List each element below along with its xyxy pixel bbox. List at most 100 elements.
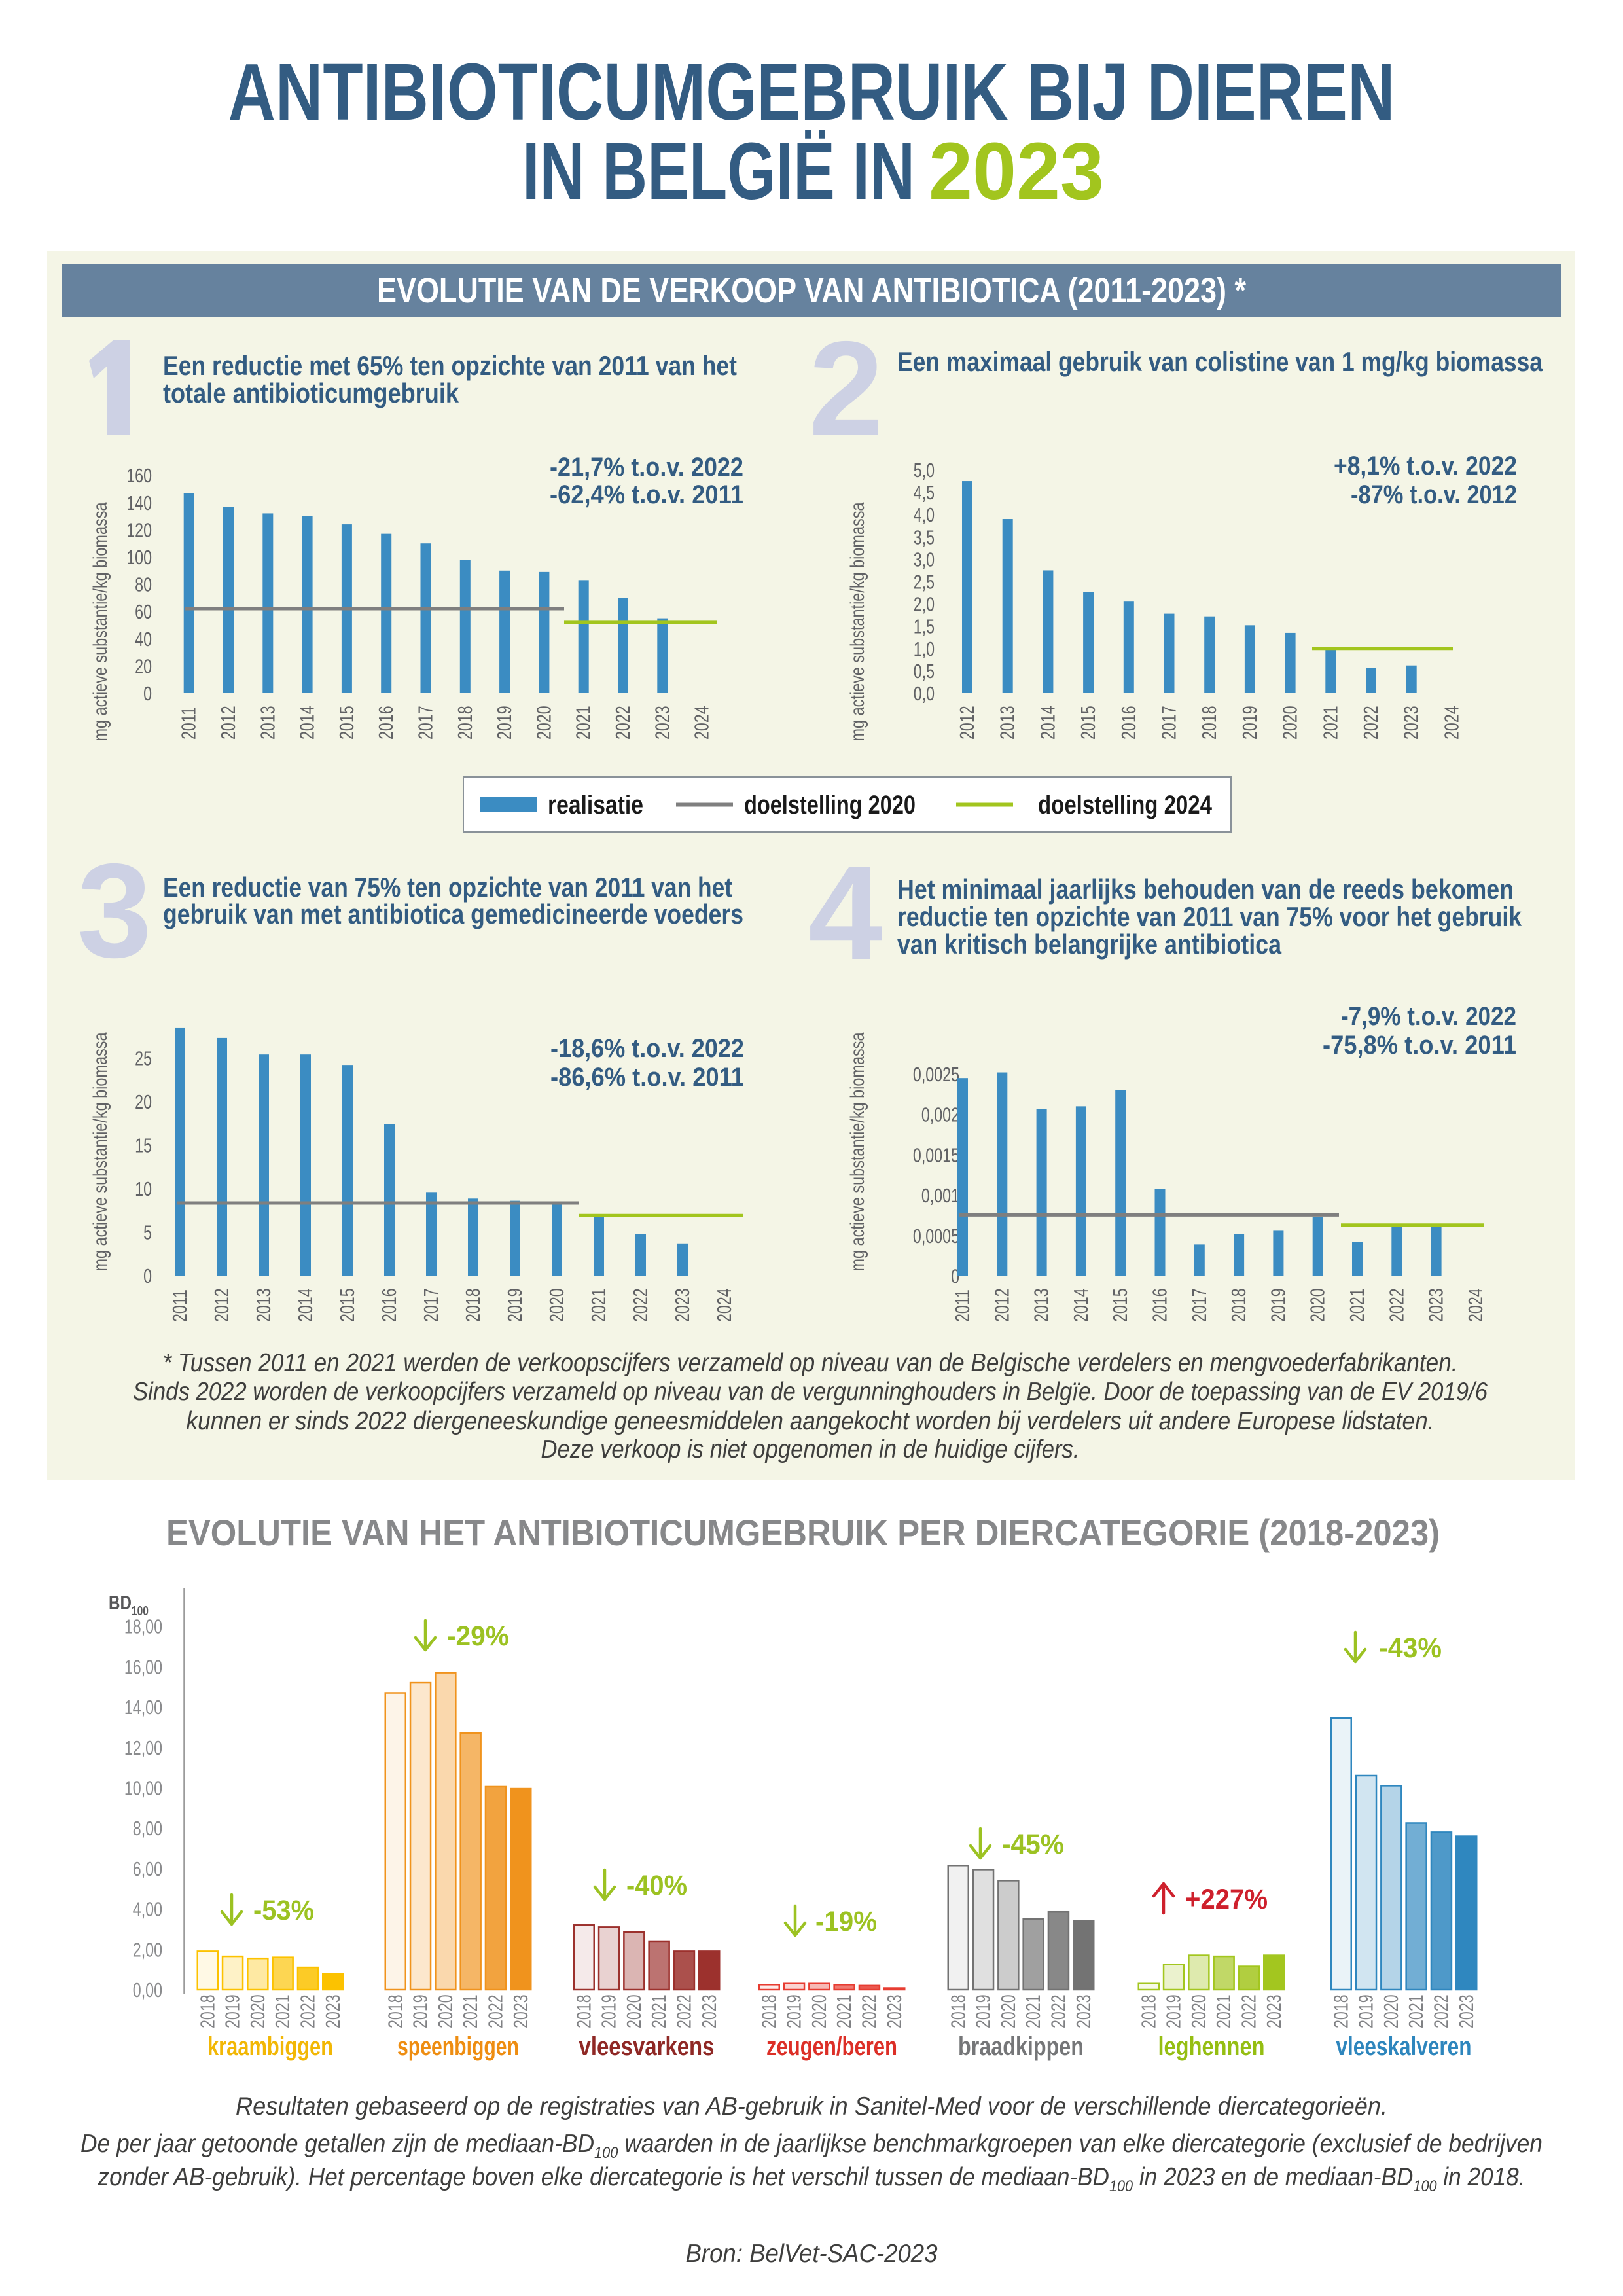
svg-text:2022: 2022: [611, 706, 634, 740]
svg-text:2019: 2019: [1238, 706, 1261, 740]
svg-text:2015: 2015: [1109, 1288, 1132, 1322]
svg-text:2021: 2021: [1404, 1994, 1427, 2028]
svg-text:0,0: 0,0: [914, 682, 935, 705]
svg-text:+8,1% t.o.v. 2022: +8,1% t.o.v. 2022: [1334, 452, 1517, 480]
svg-text:18,00: 18,00: [124, 1615, 162, 1638]
svg-text:2017: 2017: [1157, 706, 1180, 740]
svg-text:2019: 2019: [221, 1994, 243, 2028]
svg-text:100: 100: [126, 546, 152, 569]
svg-text:2021: 2021: [1319, 706, 1342, 740]
svg-text:Resultaten gebaseerd op de reg: Resultaten gebaseerd op de registraties …: [236, 2092, 1387, 2121]
svg-text:3: 3: [77, 836, 152, 986]
svg-text:* Tussen 2011 en 2021 werden d: * Tussen 2011 en 2021 werden de verkoops…: [163, 1349, 1458, 1377]
svg-text:2022: 2022: [629, 1288, 652, 1322]
svg-text:zonder AB-gebruik). Het percen: zonder AB-gebruik). Het percentage boven…: [98, 2163, 1525, 2195]
svg-text:Het minimaal jaarlijks behoude: Het minimaal jaarlijks behouden van de r…: [897, 874, 1514, 905]
svg-text:2014: 2014: [1069, 1288, 1092, 1322]
svg-text:40: 40: [135, 628, 152, 651]
svg-text:2015: 2015: [335, 706, 358, 740]
svg-text:2020: 2020: [622, 1994, 645, 2028]
svg-text:2022: 2022: [1359, 706, 1382, 740]
svg-text:2018: 2018: [454, 706, 476, 740]
svg-text:16,00: 16,00: [124, 1655, 162, 1678]
svg-text:3,5: 3,5: [914, 526, 935, 548]
svg-text:vleeskalveren: vleeskalveren: [1336, 2032, 1472, 2061]
svg-text:mg actieve substantie/kg bioma: mg actieve substantie/kg biomassa: [90, 1032, 111, 1271]
svg-text:0: 0: [143, 682, 152, 705]
svg-text:2023: 2023: [1071, 1994, 1094, 2028]
svg-text:leghennen: leghennen: [1158, 2032, 1265, 2061]
svg-text:2024: 2024: [690, 706, 713, 740]
svg-text:2021: 2021: [571, 706, 594, 740]
svg-text:140: 140: [126, 492, 152, 514]
svg-text:25: 25: [135, 1047, 152, 1069]
svg-text:2023: 2023: [697, 1994, 720, 2028]
svg-text:+227%: +227%: [1185, 1884, 1268, 1915]
svg-text:2020: 2020: [1306, 1288, 1329, 1322]
svg-text:2: 2: [809, 314, 883, 463]
svg-text:2022: 2022: [1237, 1994, 1260, 2028]
svg-text:2020: 2020: [997, 1994, 1020, 2028]
svg-text:2014: 2014: [294, 1288, 317, 1322]
svg-text:2016: 2016: [378, 1288, 401, 1322]
svg-text:2013: 2013: [995, 706, 1018, 740]
svg-text:2019: 2019: [493, 706, 516, 740]
svg-text:De per jaar getoonde getallen: De per jaar getoonde getallen zijn de me…: [80, 2130, 1543, 2162]
svg-text:2023: 2023: [508, 1994, 531, 2028]
svg-text:2020: 2020: [434, 1994, 457, 2028]
svg-text:2018: 2018: [196, 1994, 219, 2028]
svg-text:Een reductie van 75% ten opzic: Een reductie van 75% ten opzichte van 20…: [163, 872, 732, 903]
svg-text:kraambiggen: kraambiggen: [207, 2032, 333, 2061]
svg-text:-75,8% t.o.v. 2011: -75,8% t.o.v. 2011: [1323, 1031, 1516, 1060]
svg-text:2018: 2018: [1329, 1994, 1352, 2028]
svg-text:speenbiggen: speenbiggen: [397, 2032, 519, 2061]
svg-text:-53%: -53%: [253, 1895, 314, 1926]
svg-text:2020: 2020: [532, 706, 555, 740]
svg-text:EVOLUTIE VAN DE VERKOOP VAN AN: EVOLUTIE VAN DE VERKOOP VAN ANTIBIOTICA …: [377, 271, 1246, 310]
svg-text:2020: 2020: [1380, 1994, 1402, 2028]
svg-text:2013: 2013: [1029, 1288, 1052, 1322]
svg-text:2013: 2013: [256, 706, 279, 740]
svg-text:2021: 2021: [1346, 1288, 1368, 1322]
svg-text:2012: 2012: [217, 706, 240, 740]
svg-text:2024: 2024: [1464, 1288, 1487, 1322]
svg-text:2022: 2022: [1046, 1994, 1069, 2028]
svg-text:2017: 2017: [1188, 1288, 1211, 1322]
svg-text:realisatie: realisatie: [548, 791, 643, 819]
svg-text:2023: 2023: [929, 127, 1104, 217]
svg-text:20: 20: [135, 655, 152, 677]
svg-text:2023: 2023: [1424, 1288, 1447, 1322]
svg-text:2011: 2011: [177, 707, 200, 740]
svg-text:-43%: -43%: [1379, 1632, 1442, 1664]
svg-text:4,00: 4,00: [133, 1897, 162, 1920]
svg-text:2021: 2021: [1022, 1994, 1044, 2028]
svg-text:-45%: -45%: [1002, 1829, 1064, 1860]
svg-text:2022: 2022: [672, 1994, 695, 2028]
svg-text:2018: 2018: [383, 1994, 406, 2028]
svg-text:2021: 2021: [1212, 1994, 1235, 2028]
svg-text:2022: 2022: [1385, 1288, 1408, 1322]
svg-text:IN BELGIË IN: IN BELGIË IN: [522, 127, 915, 217]
svg-text:-21,7% t.o.v. 2022: -21,7% t.o.v. 2022: [550, 453, 743, 482]
svg-text:doelstelling 2020: doelstelling 2020: [744, 791, 916, 819]
svg-text:2013: 2013: [252, 1288, 275, 1322]
svg-text:zeugen/beren: zeugen/beren: [766, 2032, 897, 2061]
svg-text:2020: 2020: [545, 1288, 568, 1322]
svg-text:BD100: BD100: [109, 1591, 149, 1618]
svg-text:2012: 2012: [955, 706, 978, 740]
svg-text:2021: 2021: [271, 1994, 294, 2028]
svg-text:2011: 2011: [168, 1289, 191, 1322]
svg-text:0,0015: 0,0015: [913, 1143, 959, 1166]
svg-text:van kritisch belangrijke antib: van kritisch belangrijke antibiotica: [897, 929, 1282, 960]
svg-text:2023: 2023: [321, 1994, 344, 2028]
svg-text:20: 20: [135, 1090, 152, 1113]
svg-text:braadkippen: braadkippen: [958, 2032, 1084, 2061]
svg-text:2019: 2019: [1266, 1288, 1289, 1322]
svg-text:2015: 2015: [1077, 706, 1099, 740]
svg-text:-7,9% t.o.v. 2022: -7,9% t.o.v. 2022: [1341, 1002, 1516, 1031]
svg-text:2015: 2015: [336, 1288, 359, 1322]
svg-text:0: 0: [143, 1265, 152, 1287]
svg-text:0,001: 0,001: [921, 1184, 959, 1207]
svg-text:2020: 2020: [1187, 1994, 1210, 2028]
svg-text:2021: 2021: [647, 1994, 670, 2028]
